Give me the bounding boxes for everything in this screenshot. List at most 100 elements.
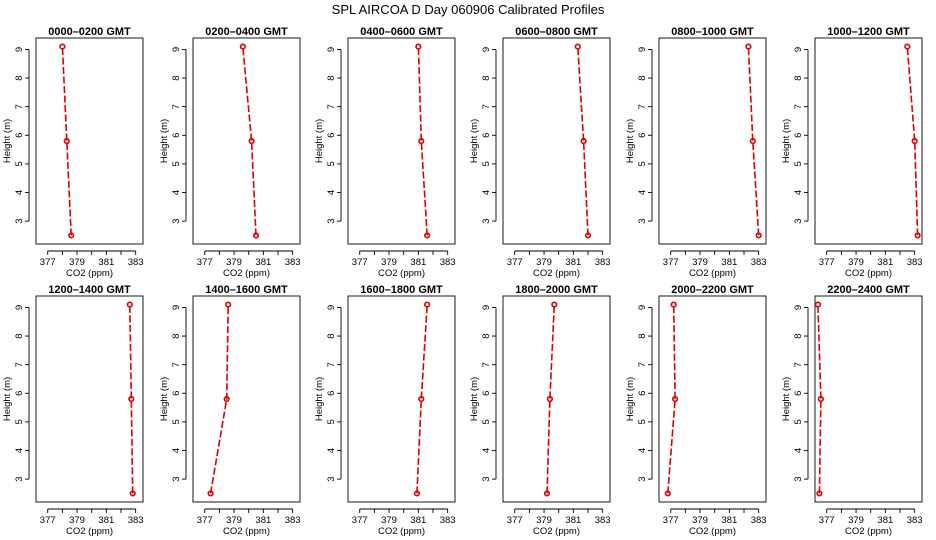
profile-line [417,46,428,236]
profile-panel: 0400–0600 GMT 377 379 381 383 CO2 (ppm) 3 4 5 6 7 8… [314,26,456,279]
x-tick-label: 379 [536,257,552,268]
plot-frame [814,37,923,245]
x-tick-label: 381 [98,257,114,268]
x-tick-label: 383 [440,515,456,526]
plot-frame [658,295,767,503]
x-axis-label: CO2 (ppm) [689,526,736,537]
y-tick-label: 4 [637,448,648,453]
profile-panel: 1200–1400 GMT 377 379 381 383 CO2 (ppm) 3 4 5 6 7 8… [2,284,144,537]
data-point [817,395,824,403]
y-axis-label: Height (m) [625,119,636,163]
y-tick-label: 5 [14,419,25,424]
y-tick-label: 4 [326,190,337,195]
profile-line [61,46,72,236]
y-tick-label: 7 [14,362,25,367]
y-axis-label: Height (m) [314,119,325,163]
profile-panel: 2200–2400 GMT 377 379 381 383 CO2 (ppm) 3 4 5 6 7 8… [781,284,923,537]
x-tick-label: 377 [507,257,523,268]
plot-frame [35,37,144,245]
y-tick-label: 8 [793,75,804,80]
y-axis-label: Height (m) [2,119,13,163]
y-tick-label: 5 [14,161,25,166]
data-point [546,395,554,403]
y-tick-label: 8 [637,333,648,338]
y-tick-label: 5 [481,419,492,424]
y-tick-label: 9 [326,47,337,52]
y-tick-label: 8 [14,333,25,338]
data-point [914,232,921,239]
data-point [584,232,592,239]
y-tick-label: 7 [14,104,25,109]
y-tick-label: 7 [637,362,648,367]
x-tick-label: 377 [352,257,368,268]
y-tick-label: 5 [637,419,648,424]
y-tick-label: 3 [793,218,804,223]
x-axis-label: CO2 (ppm) [223,526,270,537]
y-tick-label: 3 [637,476,648,481]
panel-title: 0000–0200 GMT [48,26,131,38]
profile-panel: 0800–1000 GMT 377 379 381 383 CO2 (ppm) 3 4 5 6 7 8… [625,26,767,279]
data-point [418,137,425,145]
data-point [424,301,431,308]
y-tick-label: 7 [326,104,337,109]
panel-title: 0200–0400 GMT [205,26,288,38]
y-tick-label: 9 [637,305,648,310]
y-tick-label: 4 [793,190,804,195]
y-tick-label: 8 [171,333,182,338]
data-point [904,43,911,50]
y-tick-label: 6 [481,391,492,396]
plot-frame [347,295,456,503]
profile-line [817,304,822,494]
x-axis-label: CO2 (ppm) [223,268,270,279]
x-tick-label: 381 [721,515,737,526]
x-tick-label: 379 [381,515,397,526]
data-point [814,301,822,308]
x-tick-label: 383 [907,257,923,268]
y-tick-label: 8 [481,75,492,80]
y-tick-label: 9 [171,305,182,310]
data-point [816,490,823,497]
x-tick-label: 379 [226,257,242,268]
data-point [670,301,677,308]
x-tick-label: 377 [40,515,56,526]
x-tick-label: 383 [128,257,144,268]
x-tick-label: 381 [98,515,114,526]
x-axis-label: CO2 (ppm) [845,526,892,537]
y-tick-label: 3 [171,476,182,481]
plot-frame [192,295,301,503]
y-tick-label: 6 [14,133,25,138]
y-tick-label: 6 [171,133,182,138]
x-tick-label: 383 [595,515,611,526]
y-tick-label: 4 [14,448,25,453]
profile-panel: 1600–1800 GMT 377 379 381 383 CO2 (ppm) 3 4 5 6 7 8… [314,284,456,537]
profile-panel: 2000–2200 GMT 377 379 381 383 CO2 (ppm) 3 4 5 6 7 8… [625,284,767,537]
x-tick-label: 383 [128,515,144,526]
y-tick-label: 6 [793,391,804,396]
y-tick-label: 7 [171,362,182,367]
y-tick-label: 6 [481,133,492,138]
data-point [413,490,420,497]
profile-panel: 1400–1600 GMT 377 379 381 383 CO2 (ppm) 3 4 5 6 7 8… [159,284,301,537]
x-tick-label: 381 [721,257,737,268]
data-point [574,43,581,50]
y-tick-label: 9 [171,47,182,52]
data-point [672,395,679,403]
x-tick-label: 383 [751,515,767,526]
x-tick-label: 377 [352,515,368,526]
x-tick-label: 377 [197,257,213,268]
plot-frame [658,37,767,245]
data-point [415,43,422,50]
y-tick-label: 4 [14,190,25,195]
y-tick-label: 4 [481,190,492,195]
data-point [418,395,425,403]
x-tick-label: 383 [595,257,611,268]
profile-line [577,46,589,236]
x-tick-label: 379 [226,515,242,526]
profile-panel: 0200–0400 GMT 377 379 381 383 CO2 (ppm) 3 4 5 6 7 8… [159,26,301,279]
y-tick-label: 9 [793,47,804,52]
data-point [128,395,135,403]
x-tick-label: 377 [40,257,56,268]
panel-title: 2000–2200 GMT [671,284,754,296]
x-axis-label: CO2 (ppm) [689,268,736,279]
x-tick-label: 377 [819,257,835,268]
